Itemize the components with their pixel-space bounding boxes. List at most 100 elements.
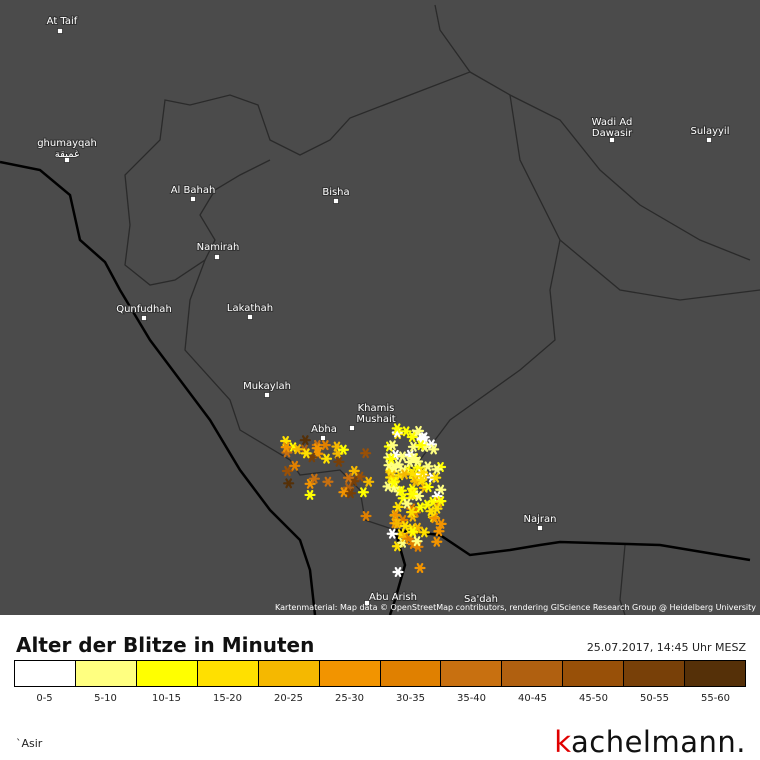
strike [360, 448, 372, 459]
strike-ray [409, 526, 417, 537]
strike-ray [433, 464, 441, 475]
strike-ray [412, 476, 419, 487]
strike [430, 472, 442, 483]
city-label: Wadi Ad [592, 117, 633, 128]
city-label: Sulayyil [691, 126, 730, 137]
strike [319, 440, 331, 451]
legend-swatch [380, 661, 442, 686]
strike-ray [301, 435, 309, 446]
legend-label: 5-10 [94, 693, 117, 704]
legend-title: Alter der Blitze in Minuten [16, 633, 315, 657]
strike-ray [394, 501, 402, 512]
strike [428, 444, 440, 455]
strike [357, 487, 370, 498]
legend-label: 15-20 [212, 693, 243, 704]
strike [281, 466, 294, 477]
strike-ray [389, 440, 396, 451]
strike-ray [424, 482, 432, 493]
strike [401, 498, 413, 509]
legend-bar [14, 660, 746, 687]
strike [322, 476, 334, 487]
strike-ray [409, 488, 416, 499]
strike-ray [323, 453, 330, 464]
city-label: Khamis [358, 403, 395, 414]
city-label: غميقة [55, 149, 79, 160]
strike-ray [408, 507, 415, 518]
strike [385, 453, 397, 464]
strike [320, 453, 333, 464]
strike-ray [333, 441, 341, 452]
legend-label: 10-15 [151, 693, 182, 704]
strike-ray [285, 478, 293, 489]
strike [392, 501, 404, 512]
strike [391, 423, 403, 434]
strike [407, 453, 420, 464]
strike-ray [399, 493, 407, 504]
strike-ray [385, 460, 393, 471]
strike-ray [390, 477, 398, 488]
strike-ray [427, 506, 435, 517]
strike-ray [324, 476, 332, 487]
legend-label: 45-50 [578, 693, 609, 704]
strike [300, 448, 312, 459]
city-marker [706, 137, 712, 143]
strike [386, 528, 398, 539]
strike [354, 471, 366, 482]
strike [333, 456, 345, 467]
legend-label: 20-25 [273, 693, 304, 704]
legend-label: 50-55 [639, 693, 670, 704]
strike-ray [392, 509, 399, 520]
strike [344, 488, 357, 499]
strike-ray [310, 473, 318, 484]
strike-ray [417, 440, 425, 451]
attribution: Kartenmaterial: Map data © OpenStreetMap… [275, 603, 756, 612]
legend-swatch [502, 661, 564, 686]
strike-ray [435, 526, 443, 537]
legend-label: 35-40 [456, 693, 487, 704]
strike [311, 443, 323, 454]
strike-ray [291, 460, 299, 471]
strike-ray [406, 457, 414, 468]
strike [283, 478, 295, 489]
strike-ray [408, 432, 416, 443]
strike [392, 567, 404, 577]
strike [280, 442, 292, 453]
strike [410, 476, 422, 487]
strike [391, 518, 403, 529]
strike [398, 469, 411, 480]
strike-ray [356, 471, 364, 482]
strike [348, 465, 360, 476]
city-marker [190, 196, 196, 202]
strike-ray [433, 536, 441, 547]
strike [411, 536, 423, 547]
city-label: Abu Arish [369, 592, 417, 603]
city-marker [57, 28, 63, 34]
city-label: Sa'dah [464, 594, 498, 605]
strike [337, 444, 350, 455]
legend-swatch [319, 661, 381, 686]
city-marker [247, 314, 253, 320]
city-label: Abha [311, 424, 337, 435]
strike [416, 434, 428, 445]
strike-ray [416, 502, 424, 513]
city-label: At Taif [47, 16, 78, 27]
legend-label: 40-45 [517, 693, 548, 704]
legend-swatch [563, 661, 625, 686]
strike-ray [419, 467, 427, 478]
legend-swatch [197, 661, 259, 686]
strike [431, 536, 443, 547]
strike-ray [403, 498, 411, 509]
strike-ray [431, 513, 439, 524]
strike-ray [394, 567, 402, 577]
strike-ray [397, 485, 405, 496]
legend-label: 25-30 [334, 693, 365, 704]
strike-ray [340, 444, 347, 455]
strike-ray [420, 527, 428, 538]
logo-accent: k [554, 725, 571, 759]
strike-ray [399, 451, 406, 462]
strike [388, 462, 400, 473]
city-label: Dawasir [592, 128, 633, 139]
strike [396, 451, 409, 462]
strike-ray [416, 563, 424, 573]
